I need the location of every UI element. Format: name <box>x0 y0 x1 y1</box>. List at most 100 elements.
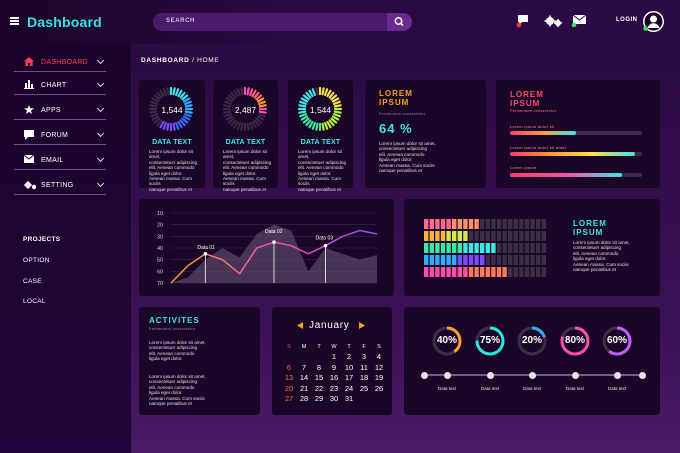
calendar-day[interactable]: 1 <box>331 352 337 361</box>
breadcrumb-section[interactable]: DASHBOARD <box>141 57 190 64</box>
calendar-day[interactable]: 8 <box>316 362 322 372</box>
line-chart-card: 70 60 50 40 30 20 10 Data 01 Data 02 Data 03 <box>139 199 394 296</box>
equalizer-cell <box>474 255 479 265</box>
ring-segment <box>305 91 312 99</box>
calendar-day[interactable]: 30 <box>329 394 339 403</box>
stat-value: 2,487 <box>234 105 257 115</box>
calendar-day[interactable]: 15 <box>314 373 324 382</box>
timeline-label: Data text <box>481 386 500 391</box>
equalizer-cell <box>463 219 468 229</box>
weekday-label: S <box>287 344 291 350</box>
ring-segment <box>332 113 341 118</box>
sidebar-item-setting[interactable]: SETTING <box>14 173 106 195</box>
calendar-day[interactable]: 3 <box>361 352 367 361</box>
ring-segment <box>179 119 186 127</box>
sidebar-item-apps[interactable]: APPS <box>14 98 106 120</box>
search-placeholder: SEARCH <box>166 18 195 24</box>
hamburger-menu-icon[interactable] <box>10 17 19 25</box>
project-item-case[interactable]: CASE <box>23 278 42 285</box>
ring-segment <box>326 89 332 98</box>
user-avatar-icon[interactable] <box>642 10 665 33</box>
text-line: elit. Aenean commodo <box>223 165 269 171</box>
equalizer-cell <box>530 231 535 241</box>
calendar-day[interactable]: 18 <box>359 373 369 382</box>
prev-month-icon[interactable] <box>297 322 303 329</box>
timeline-label: Data text <box>438 386 457 391</box>
ring-segment <box>183 113 192 118</box>
calendar-day[interactable]: 6 <box>286 362 292 372</box>
ring-segment <box>153 117 161 124</box>
calendar-day[interactable]: 28 <box>299 394 309 403</box>
data-point[interactable] <box>203 252 208 256</box>
equalizer-cell <box>474 243 479 253</box>
next-month-icon[interactable] <box>359 322 365 329</box>
calendar-day[interactable]: 10 <box>344 362 354 372</box>
timeline-dot[interactable] <box>528 371 536 379</box>
chat-notification-icon[interactable] <box>515 13 531 29</box>
title-line: IPSUM <box>510 99 541 108</box>
equalizer-cell <box>541 255 546 265</box>
sidebar-item-dashboard[interactable]: DASHBOARD <box>14 50 106 72</box>
calendar-day[interactable]: 16 <box>329 373 339 382</box>
ring-segment <box>233 120 239 129</box>
equalizer-cell <box>519 219 524 229</box>
project-item-local[interactable]: LOCAL <box>23 298 46 305</box>
equalizer-cell <box>452 267 457 277</box>
calendar-day[interactable]: 26 <box>374 383 384 393</box>
equalizer-cell <box>468 243 474 253</box>
calendar-day[interactable]: 2 <box>346 352 352 361</box>
timeline-dot[interactable] <box>571 371 579 379</box>
calendar-day[interactable]: 27 <box>284 394 294 403</box>
text-line: ligula eget dolor. <box>379 157 413 163</box>
calendar-day[interactable]: 22 <box>314 383 324 393</box>
settings-gears-icon[interactable] <box>543 13 563 29</box>
calendar-day[interactable]: 23 <box>329 383 339 393</box>
login-link[interactable]: LOGIN <box>616 17 638 23</box>
ring-segment <box>225 97 234 103</box>
equalizer-cell <box>435 231 440 241</box>
equalizer-cell <box>424 267 429 277</box>
progress-bar-fill <box>510 173 623 177</box>
calendar-day[interactable]: 19 <box>374 373 384 382</box>
calendar-day[interactable]: 7 <box>301 362 307 372</box>
calendar-day[interactable]: 13 <box>284 373 294 382</box>
data-point[interactable] <box>323 243 328 248</box>
stat-title: DATA TEXT <box>225 139 266 146</box>
calendar-day[interactable]: 9 <box>331 362 337 372</box>
search-button[interactable] <box>387 13 412 31</box>
mail-icon[interactable] <box>570 13 590 29</box>
calendar-day[interactable]: 17 <box>344 373 354 382</box>
sidebar-item-email[interactable]: EMAIL <box>14 148 106 170</box>
equalizer-cell <box>457 243 462 253</box>
search-input[interactable]: SEARCH <box>153 13 412 31</box>
timeline-dot[interactable] <box>486 371 494 379</box>
sidebar-item-chart[interactable]: CHART <box>14 73 106 95</box>
progress-ring-value: 60% <box>606 335 627 346</box>
calendar-day[interactable]: 4 <box>376 352 382 361</box>
ring-segment <box>150 113 159 118</box>
equalizer-cell <box>446 267 451 277</box>
equalizer-cell <box>485 231 490 241</box>
progress-bar-fill <box>510 152 636 156</box>
timeline-dot[interactable] <box>613 371 621 379</box>
y-tick-label: 40 <box>157 246 163 252</box>
timeline-end-dot <box>638 371 646 379</box>
calendar-day[interactable]: 25 <box>359 383 369 393</box>
text-line: consectetuer adipiscing <box>379 146 428 152</box>
calendar-day[interactable]: 21 <box>299 383 309 393</box>
data-point[interactable] <box>272 240 276 244</box>
percent-value: 64 % <box>379 121 413 136</box>
calendar-day[interactable]: 24 <box>344 383 354 393</box>
sidebar-item-forum[interactable]: FORUM <box>14 123 106 145</box>
equalizer-cell <box>440 243 446 253</box>
calendar-day[interactable]: 14 <box>299 373 309 382</box>
calendar-day[interactable]: 11 <box>360 362 368 372</box>
calendar-day[interactable]: 12 <box>374 362 384 372</box>
timeline-label: Data text <box>523 386 542 391</box>
ring-segment <box>236 121 241 130</box>
calendar-day[interactable]: 31 <box>344 394 354 403</box>
timeline-dot[interactable] <box>443 371 451 379</box>
calendar-day[interactable]: 20 <box>284 383 294 393</box>
project-item-option[interactable]: OPTION <box>23 257 50 264</box>
calendar-day[interactable]: 29 <box>314 394 324 403</box>
